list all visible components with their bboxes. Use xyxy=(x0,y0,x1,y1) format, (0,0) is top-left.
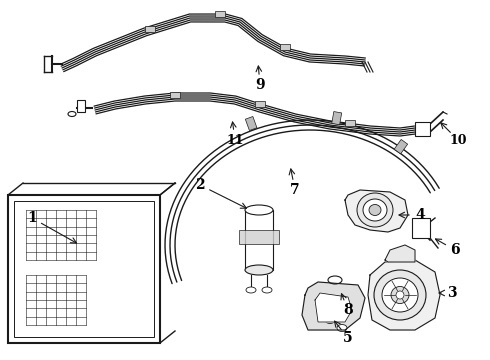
Text: 3: 3 xyxy=(447,286,457,300)
Polygon shape xyxy=(368,260,440,330)
Ellipse shape xyxy=(369,204,381,216)
Ellipse shape xyxy=(245,205,273,215)
Ellipse shape xyxy=(382,278,418,312)
Text: 9: 9 xyxy=(255,78,265,92)
Ellipse shape xyxy=(245,265,273,275)
Ellipse shape xyxy=(396,291,404,299)
Bar xyxy=(245,117,257,130)
Bar xyxy=(239,230,279,244)
Bar xyxy=(255,101,265,107)
Bar xyxy=(77,100,85,112)
Polygon shape xyxy=(315,293,352,322)
Ellipse shape xyxy=(325,316,335,324)
Bar xyxy=(145,26,155,32)
Ellipse shape xyxy=(246,287,256,293)
Ellipse shape xyxy=(391,287,409,303)
Bar xyxy=(394,139,408,154)
Ellipse shape xyxy=(363,199,387,221)
Bar xyxy=(412,218,430,238)
Text: 2: 2 xyxy=(195,178,205,192)
Bar xyxy=(332,112,342,125)
Text: 4: 4 xyxy=(415,208,425,222)
Ellipse shape xyxy=(357,193,393,227)
Text: 5: 5 xyxy=(343,331,353,345)
Polygon shape xyxy=(345,190,408,232)
Polygon shape xyxy=(302,282,365,330)
Ellipse shape xyxy=(262,287,272,293)
Text: 6: 6 xyxy=(450,243,460,257)
Bar xyxy=(415,122,430,136)
Ellipse shape xyxy=(328,276,342,284)
Bar xyxy=(280,44,290,50)
Text: 11: 11 xyxy=(226,134,244,147)
Text: 1: 1 xyxy=(27,211,37,225)
Text: 7: 7 xyxy=(290,183,300,197)
Bar xyxy=(14,201,154,337)
Ellipse shape xyxy=(68,112,76,117)
Bar xyxy=(245,210,273,270)
Polygon shape xyxy=(385,245,415,262)
Ellipse shape xyxy=(374,270,426,320)
Text: 10: 10 xyxy=(449,134,467,147)
Text: 8: 8 xyxy=(343,303,353,317)
Bar xyxy=(215,11,225,17)
Bar xyxy=(170,92,180,98)
Bar xyxy=(345,120,355,126)
Ellipse shape xyxy=(337,324,347,332)
Bar xyxy=(8,195,160,343)
